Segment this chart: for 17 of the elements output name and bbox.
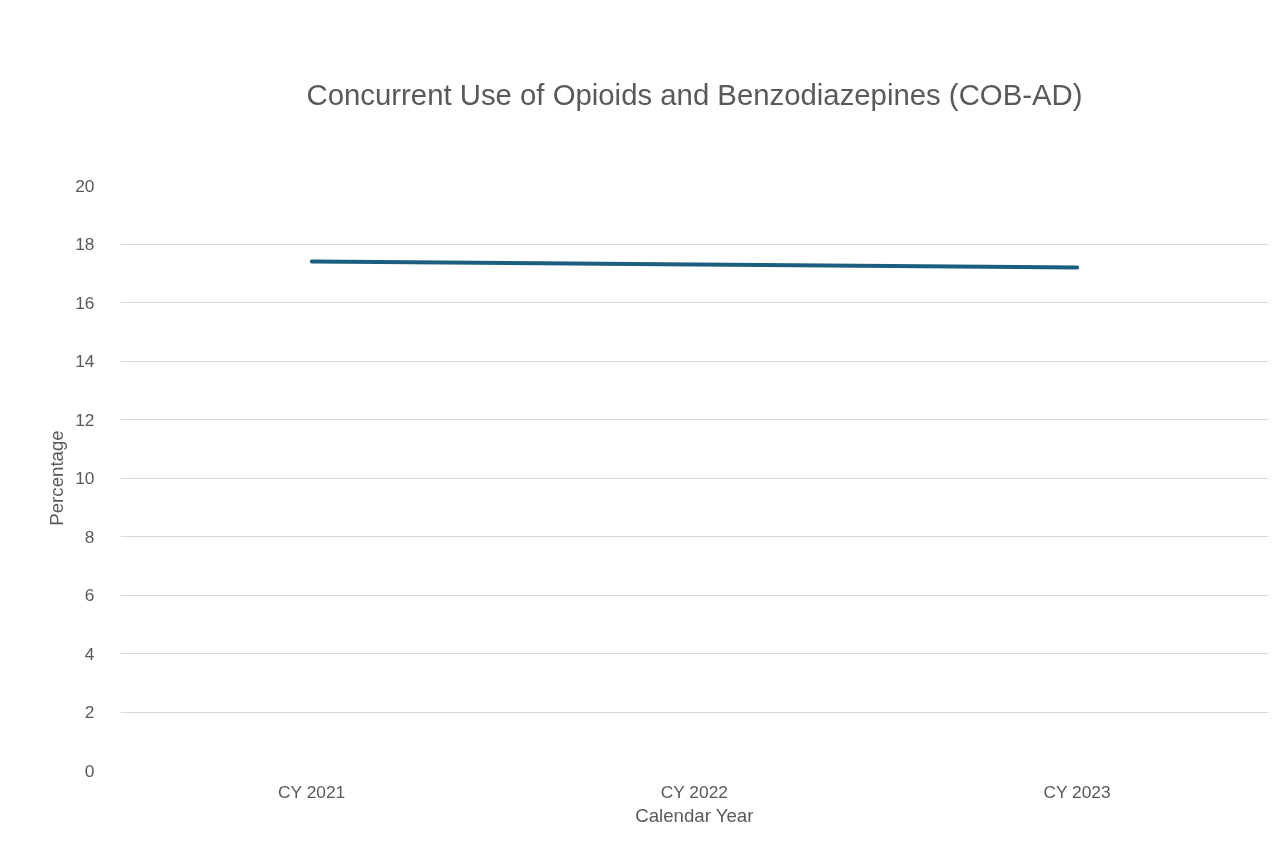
y-tick-label: 4 — [84, 643, 95, 664]
x-tick-label: CY 2023 — [1043, 781, 1111, 802]
y-tick-label: 12 — [75, 409, 95, 430]
y-tick-label: 8 — [84, 526, 95, 547]
y-tick-label: 6 — [84, 585, 95, 605]
x-tick-label: CY 2021 — [278, 781, 346, 802]
y-tick-label: 14 — [75, 351, 95, 371]
y-axis-title: Percentage — [46, 430, 68, 526]
x-tick-label: CY 2022 — [660, 781, 728, 802]
y-tick-label: 20 — [75, 175, 95, 196]
y-tick-label: 10 — [75, 468, 95, 488]
chart-title: Concurrent Use of Opioids and Benzodiazepines (COB-AD) — [306, 77, 1083, 111]
y-tick-label: 2 — [84, 702, 95, 722]
y-tick-label: 0 — [84, 760, 95, 781]
y-tick-label: 16 — [75, 292, 95, 313]
x-axis-title: Calendar Year — [635, 804, 754, 826]
y-tick-label: 18 — [75, 234, 95, 254]
